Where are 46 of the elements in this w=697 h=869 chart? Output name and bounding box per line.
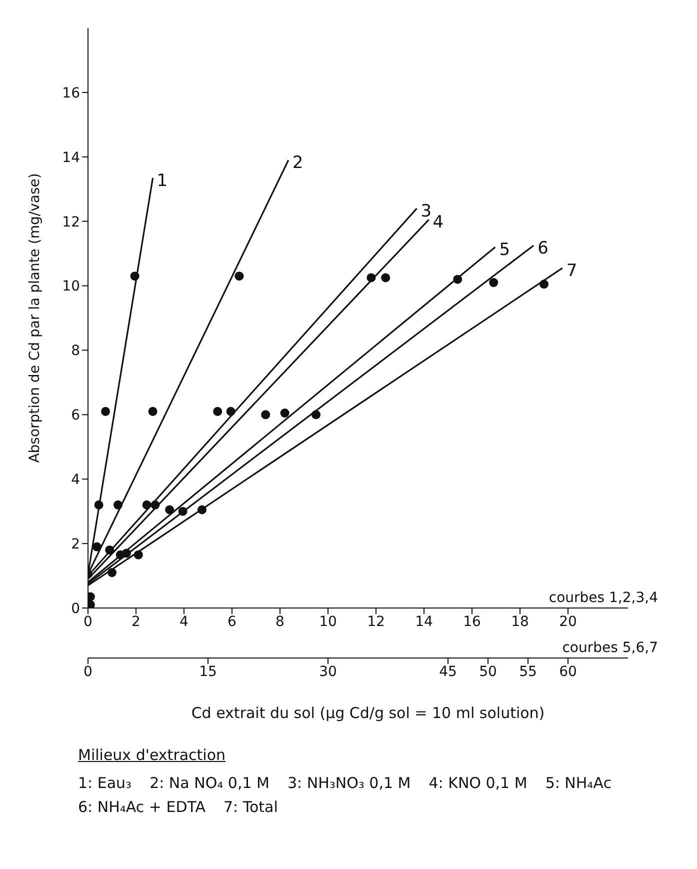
x-tick-label: 12 (367, 614, 385, 630)
x2-tick-label: 55 (519, 664, 537, 680)
x-axis-title: courbes 1,2,3,4 (548, 590, 658, 606)
series-label: 4 (432, 212, 444, 233)
x-tick-label: 14 (415, 614, 433, 630)
x-tick-label: 18 (511, 614, 529, 630)
text: 5: NH₄Ac (545, 774, 612, 792)
text: 2: Na NO₄ 0,1 M (150, 774, 270, 792)
x2-tick-label: 45 (439, 664, 457, 680)
y-tick-label: 6 (71, 408, 80, 424)
y-tick-label: 2 (71, 536, 80, 553)
legend-title: Milieux d'extraction (78, 746, 227, 764)
series-label: 1 (156, 170, 168, 191)
text: 6: NH₄Ac + EDTA (78, 798, 206, 816)
series-label: 6 (538, 238, 548, 258)
text: 4: KNO 0,1 M (428, 774, 528, 792)
x2-tick-label: 50 (479, 664, 497, 680)
series-label: 3 (420, 201, 432, 222)
text: Cd extrait du sol (µg Cd/g sol = 10 ml solution) (191, 704, 545, 722)
x-tick-label: 20 (559, 614, 577, 630)
x2-tick-label: 0 (84, 664, 92, 680)
x-tick-label: 16 (463, 614, 481, 630)
y-tick-label: 14 (62, 150, 80, 166)
series-label: 5 (499, 240, 510, 260)
x2-tick-label: 60 (559, 664, 577, 680)
text: 1: Eau₃ (78, 774, 132, 792)
y-tick-label: 10 (62, 278, 80, 295)
y-tick-label: 16 (62, 85, 80, 102)
x-tick-label: 2 (132, 614, 140, 630)
series-label: 7 (566, 261, 578, 282)
x-tick-label: 4 (180, 614, 189, 630)
y-tick-label: 0 (71, 600, 80, 617)
x-tick-label: 6 (228, 614, 237, 630)
x2-tick-label: 30 (319, 664, 337, 680)
y-tick-label: 8 (71, 343, 80, 360)
y-tick-label: 12 (62, 214, 80, 230)
x2-axis-title: courbes 5,6,7 (562, 640, 658, 656)
series-label: 2 (292, 153, 304, 174)
x2-tick-label: 15 (199, 664, 217, 680)
text: 3: NH₃NO₃ 0,1 M (287, 774, 411, 792)
y-axis-title: Absorption de Cd par la plante (mg/vase) (26, 173, 43, 463)
x-tick-label: 0 (84, 614, 92, 630)
x-tick-label: 8 (276, 614, 284, 630)
text: 7: Total (224, 798, 278, 816)
y-tick-label: 4 (71, 472, 80, 488)
x-tick-label: 10 (319, 614, 337, 630)
